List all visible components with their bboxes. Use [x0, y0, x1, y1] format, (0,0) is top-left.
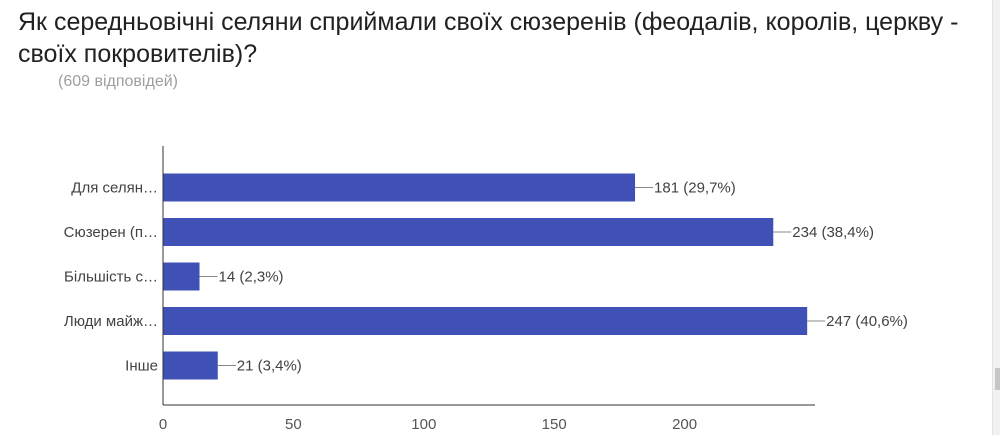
category-label: Сюзерен (п… [64, 224, 158, 241]
category-label: Більшість с… [64, 269, 158, 286]
bar [163, 262, 200, 291]
bar [163, 218, 774, 246]
response-count: (609 відповідей) [58, 73, 178, 90]
category-label: Люди майж… [64, 313, 158, 330]
x-tick-label: 200 [672, 416, 697, 433]
x-tick-label: 100 [411, 416, 436, 433]
value-label: 181 (29,7%) [654, 180, 736, 197]
bar [163, 173, 636, 202]
x-tick-label: 150 [542, 416, 567, 433]
bar [163, 351, 218, 380]
value-label: 234 (38,4%) [792, 224, 874, 241]
x-tick-label: 50 [285, 416, 302, 433]
category-label: Інше [125, 358, 158, 375]
chart-title: Як середньовічні селяни сприймали своїх … [18, 8, 959, 68]
category-label: Для селян… [71, 180, 158, 197]
value-label: 14 (2,3%) [219, 269, 284, 286]
scrollbar-thumb[interactable] [995, 368, 1000, 390]
value-label: 247 (40,6%) [826, 313, 908, 330]
value-label: 21 (3,4%) [237, 358, 302, 375]
x-tick-label: 0 [159, 416, 167, 433]
bar [163, 307, 808, 335]
scrollbar[interactable] [992, 0, 1000, 435]
